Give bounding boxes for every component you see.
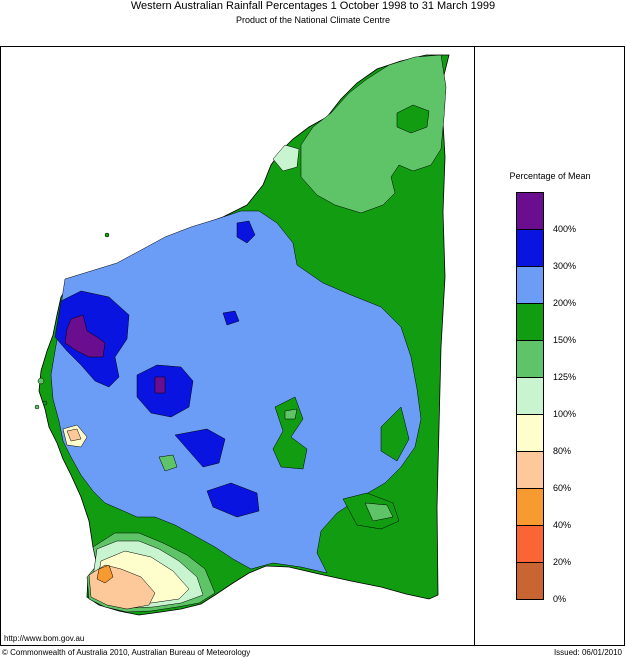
legend-color-bar <box>516 192 544 600</box>
legend-label: 80% <box>553 446 572 456</box>
legend-label: 150% <box>553 335 577 345</box>
legend-title: Percentage of Mean <box>509 171 591 181</box>
zone-150-patch-east <box>380 406 410 462</box>
island-b <box>42 400 48 406</box>
island-a <box>37 377 45 385</box>
frame-divider <box>474 46 475 646</box>
source-url: http://www.bom.gov.au <box>4 634 85 643</box>
zone-60-coast <box>66 428 82 442</box>
legend-swatch <box>517 415 543 452</box>
zone-300-small-a <box>222 310 240 326</box>
legend-swatch <box>517 378 543 415</box>
zone-125-patch-central <box>284 408 298 420</box>
copyright-notice: © Commonwealth of Australia 2010, Austra… <box>2 648 251 657</box>
legend-swatch <box>517 341 543 378</box>
map-subtitle: Product of the National Climate Centre <box>235 15 391 25</box>
zone-150-coast-patch <box>158 454 178 472</box>
issued-date: Issued: 06/01/2010 <box>553 648 622 657</box>
island-d <box>104 232 110 238</box>
zone-400-mid <box>154 376 166 394</box>
legend-label: 200% <box>553 298 577 308</box>
legend-swatch <box>517 267 543 304</box>
island-c <box>34 404 40 410</box>
legend-swatch <box>517 193 543 230</box>
rainfall-map <box>34 54 450 616</box>
legend-swatch <box>517 563 543 600</box>
legend-swatch <box>517 526 543 563</box>
legend-label: 60% <box>553 483 572 493</box>
legend-swatch <box>517 304 543 341</box>
legend-swatch <box>517 489 543 526</box>
map-title: Western Australian Rainfall Percentages … <box>130 0 496 12</box>
zone-150-patch-central <box>272 396 308 470</box>
legend-label: 0% <box>553 594 567 604</box>
map-frame <box>0 46 625 646</box>
zone-125-patch-south <box>364 502 394 522</box>
legend-label: 125% <box>553 372 577 382</box>
legend-label: 100% <box>553 409 577 419</box>
zone-300-south-b <box>206 482 260 518</box>
legend-label: 400% <box>553 224 577 234</box>
zone-100-north <box>272 144 300 172</box>
zone-200-central <box>50 210 422 574</box>
legend-label: 20% <box>553 557 572 567</box>
legend-label: 40% <box>553 520 572 530</box>
zone-400-west <box>64 314 106 358</box>
zone-300-north <box>236 220 256 244</box>
zone-150-north-pocket <box>396 104 430 134</box>
legend-swatch <box>517 230 543 267</box>
zone-125-north <box>300 54 447 214</box>
zone-40-southwest <box>96 564 114 584</box>
zone-300-south-a <box>174 428 226 468</box>
legend-label: 300% <box>553 261 577 271</box>
legend-swatch <box>517 452 543 489</box>
